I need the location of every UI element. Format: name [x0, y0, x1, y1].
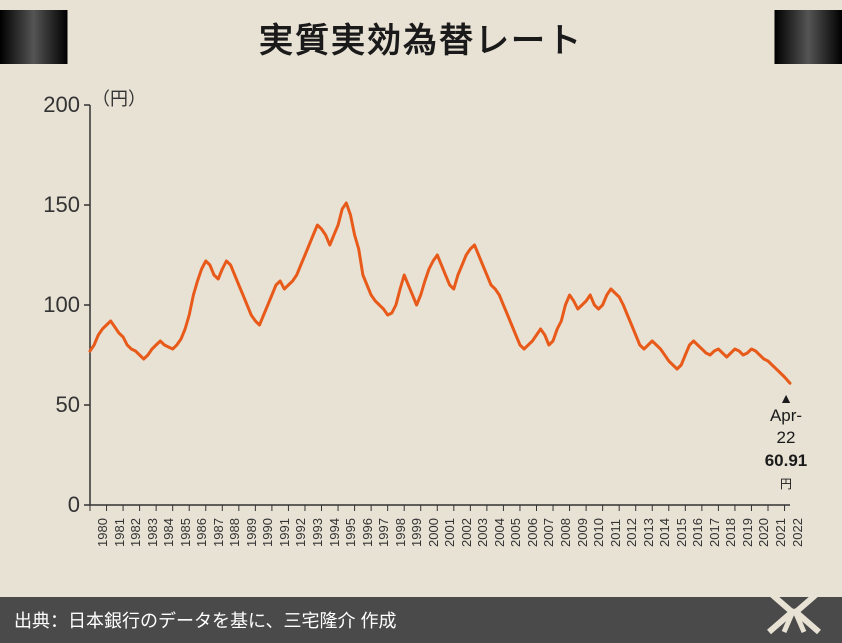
x-tick-label: 1992: [293, 518, 308, 547]
y-tick-label: 50: [30, 392, 80, 418]
x-tick-label: 2006: [525, 518, 540, 547]
x-tick-label: 1993: [310, 518, 325, 547]
x-tick-label: 1994: [327, 518, 342, 547]
y-tick-label: 0: [30, 492, 80, 518]
x-tick-label: 1982: [128, 518, 143, 547]
x-tick-label: 1996: [360, 518, 375, 547]
source-text: 出典：日本銀行のデータを基に、三宅隆介 作成: [14, 607, 396, 633]
x-tick-label: 1985: [178, 518, 193, 547]
x-tick-label: 2011: [608, 519, 623, 547]
plot-area: [90, 105, 790, 505]
y-tick-label: 100: [30, 292, 80, 318]
x-tick-label: 1997: [376, 518, 391, 547]
x-tick-label: 1991: [277, 518, 292, 547]
x-tick-label: 2021: [773, 518, 788, 547]
x-tick-label: 2015: [674, 518, 689, 547]
x-tick-label: 2005: [508, 518, 523, 547]
x-tick-label: 2022: [790, 518, 805, 547]
x-tick-label: 1983: [145, 518, 160, 547]
chart-area: （円） 050100150200 19801981198219831984198…: [30, 85, 810, 565]
x-tick-label: 1980: [95, 518, 110, 547]
x-tick-label: 2001: [442, 518, 457, 547]
x-tick-label: 1998: [393, 518, 408, 547]
x-tick-label: 2017: [707, 518, 722, 547]
x-tick-label: 1989: [244, 518, 259, 547]
x-tick-label: 2013: [641, 518, 656, 547]
title-bar: 実質実効為替レート: [0, 10, 842, 64]
y-tick-label: 150: [30, 192, 80, 218]
x-tick-label: 2008: [558, 518, 573, 547]
x-tick-label: 1990: [260, 518, 275, 547]
x-tick-label: 2012: [624, 518, 639, 547]
annotation-label: Apr-22: [770, 406, 802, 447]
x-tick-label: 2009: [575, 518, 590, 547]
x-tick-label: 1995: [343, 518, 358, 547]
x-tick-label: 2002: [459, 518, 474, 547]
chart-title: 実質実効為替レート: [259, 13, 583, 62]
x-tick-label: 2019: [740, 518, 755, 547]
x-tick-label: 2016: [690, 518, 705, 547]
x-tick-label: 2020: [756, 518, 771, 547]
x-tick-label: 1986: [194, 518, 209, 547]
x-tick-label: 1988: [227, 518, 242, 547]
x-tick-label: 1984: [161, 518, 176, 547]
x-tick-label: 2018: [723, 518, 738, 547]
source-footer: 出典：日本銀行のデータを基に、三宅隆介 作成: [0, 597, 842, 643]
x-tick-label: 2010: [591, 518, 606, 547]
x-tick-label: 2000: [426, 518, 441, 547]
x-tick-label: 2007: [541, 518, 556, 547]
logo-icon: [764, 587, 824, 637]
x-tick-label: 1999: [409, 518, 424, 547]
annotation-unit: 円: [780, 477, 792, 491]
x-tick-label: 2004: [492, 518, 507, 547]
x-tick-label: 2014: [657, 518, 672, 547]
y-tick-label: 200: [30, 92, 80, 118]
x-tick-label: 1987: [211, 518, 226, 547]
last-point-annotation: ▲ Apr-22 60.91 円: [762, 389, 810, 494]
x-tick-label: 1981: [112, 518, 127, 547]
annotation-value: 60.91: [765, 451, 808, 470]
x-tick-label: 2003: [475, 518, 490, 547]
annotation-marker-icon: ▲: [762, 389, 810, 407]
